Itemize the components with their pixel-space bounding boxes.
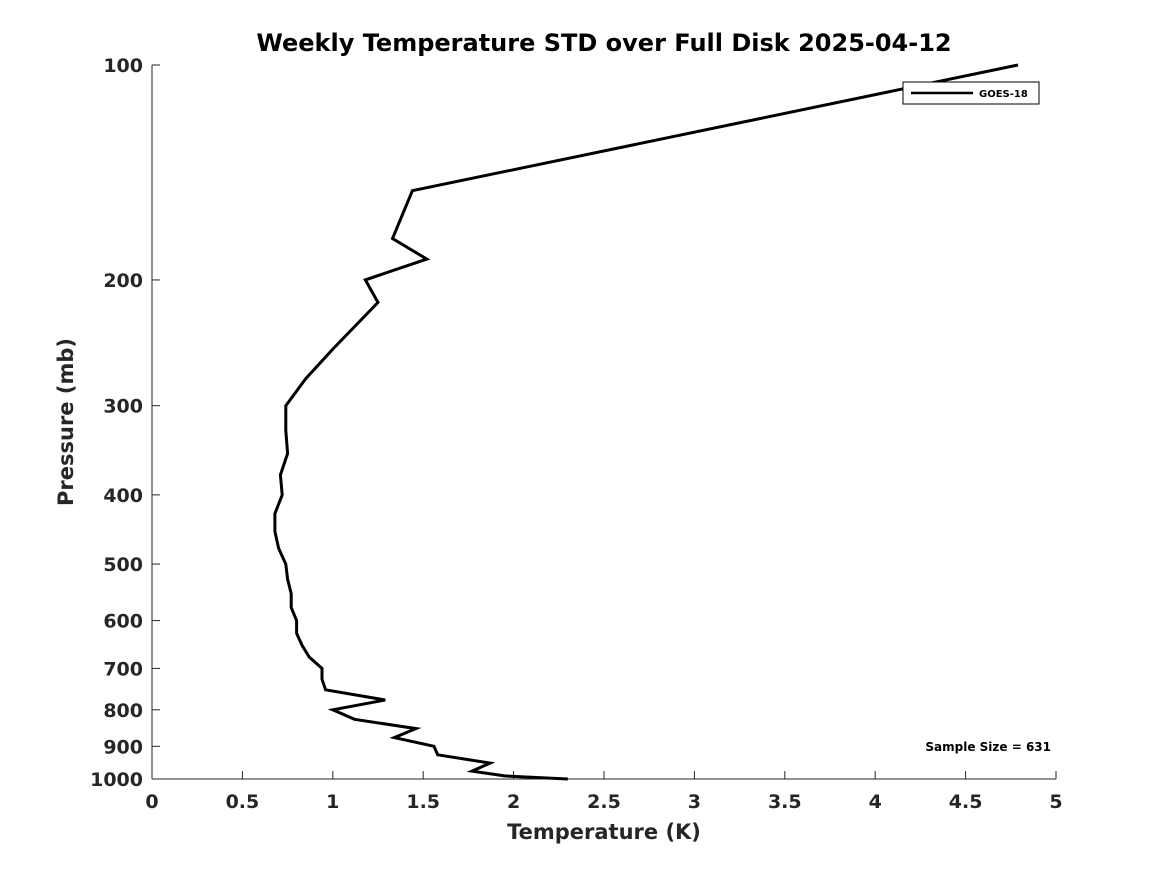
x-tick-label: 0 (145, 791, 158, 813)
y-tick-label: 800 (103, 700, 143, 722)
legend: GOES-18 (902, 81, 1040, 105)
chart-title: Weekly Temperature STD over Full Disk 20… (256, 29, 951, 57)
x-tick-label: 0.5 (226, 791, 260, 813)
x-tick-label: 3 (688, 791, 701, 813)
sample-size-annotation: Sample Size = 631 (925, 740, 1051, 754)
y-axis-label: Pressure (mb) (54, 338, 78, 506)
x-ticks: 0 0.5 1 1.5 2 2.5 3 3.5 4 4.5 5 (145, 771, 1063, 813)
x-tick-label: 1.5 (406, 791, 440, 813)
x-tick-label: 4.5 (949, 791, 983, 813)
y-tick-label: 700 (103, 658, 143, 680)
series-group (273, 63, 1019, 781)
x-tick-label: 2 (507, 791, 520, 813)
x-tick-label: 5 (1049, 791, 1062, 813)
x-tick-label: 4 (869, 791, 882, 813)
y-tick-label: 600 (103, 611, 143, 633)
x-axis-label: Temperature (K) (507, 820, 701, 844)
y-tick-label: 200 (103, 270, 143, 292)
legend-entry-goes-18: GOES-18 (979, 89, 1028, 100)
y-ticks: 100 200 300 400 500 600 700 800 900 1000 (90, 55, 160, 791)
x-tick-label: 1 (326, 791, 339, 813)
x-tick-label: 2.5 (587, 791, 621, 813)
series-line-goes-18 (273, 63, 1019, 781)
y-tick-label: 300 (103, 396, 143, 418)
y-tick-label: 500 (103, 554, 143, 576)
x-tick-label: 3.5 (768, 791, 802, 813)
y-tick-label: 1000 (90, 769, 143, 791)
y-tick-label: 900 (103, 736, 143, 758)
y-tick-label: 400 (103, 485, 143, 507)
y-tick-label: 100 (103, 55, 143, 77)
